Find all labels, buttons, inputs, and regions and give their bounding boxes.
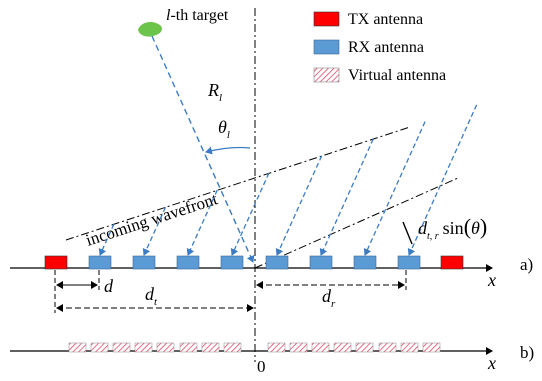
path-difference-marker — [402, 221, 413, 245]
angle-label: θl — [218, 117, 230, 141]
virtual-antenna — [289, 342, 308, 353]
legend: TX antenna RX antenna Virtual antenna — [313, 11, 446, 84]
legend-tx-swatch — [313, 11, 340, 27]
virtual-antenna — [311, 342, 330, 353]
target-label: l-th target — [166, 7, 229, 24]
virtual-array — [68, 342, 441, 353]
propagation-arrow — [142, 206, 167, 256]
rx-antenna — [353, 255, 377, 270]
line-of-sight — [151, 35, 255, 263]
rx-antenna — [397, 255, 421, 270]
virtual-antenna — [378, 342, 397, 353]
virtual-antenna — [68, 342, 87, 353]
propagation-arrow — [407, 104, 478, 256]
x-axis-a-label: x — [487, 270, 496, 290]
virtual-antenna — [201, 342, 220, 353]
range-label: Rl — [207, 80, 222, 104]
dim-dt-label: dt — [145, 284, 158, 308]
propagation-arrow — [275, 155, 323, 256]
virtual-antenna — [112, 342, 131, 353]
wavefront-label: incoming wavefront — [83, 189, 220, 250]
wavefront-line — [65, 126, 411, 241]
virtual-antenna — [355, 342, 374, 353]
virtual-antenna — [90, 342, 109, 353]
physical-array — [44, 255, 464, 270]
rx-antenna — [88, 255, 112, 270]
dim-dr-label: dr — [322, 286, 336, 310]
tx-antenna — [44, 255, 68, 270]
rx-antenna — [309, 255, 333, 270]
legend-virtual-swatch — [313, 67, 340, 83]
propagation-arrow — [230, 172, 270, 256]
panel-b-label: b) — [520, 343, 534, 362]
dim-d-label: d — [104, 276, 114, 296]
propagation-arrows — [98, 104, 478, 256]
rx-antenna — [265, 255, 289, 270]
rx-antenna — [132, 255, 156, 270]
virtual-antenna — [422, 342, 441, 353]
propagation-arrow — [98, 223, 115, 256]
virtual-antenna — [179, 342, 198, 353]
origin-label: 0 — [257, 357, 266, 376]
propagation-arrow — [319, 138, 374, 256]
virtual-antenna — [223, 342, 242, 353]
legend-virtual-label: Virtual antenna — [348, 67, 446, 84]
tx-antenna — [440, 255, 464, 270]
virtual-antenna — [267, 342, 286, 353]
panel-a-label: a) — [520, 255, 533, 274]
propagation-arrow — [186, 189, 218, 256]
rx-antenna — [220, 255, 244, 270]
legend-rx-label: RX antenna — [348, 39, 424, 56]
rx-antenna — [176, 255, 200, 270]
propagation-arrow — [363, 121, 426, 256]
angle-arc — [205, 146, 251, 155]
legend-tx-label: TX antenna — [348, 11, 423, 28]
virtual-antenna — [156, 342, 175, 353]
path-difference-label: dt, r sin(θ) — [418, 214, 487, 242]
legend-rx-swatch — [313, 39, 340, 55]
virtual-antenna — [333, 342, 352, 353]
virtual-antenna — [134, 342, 153, 353]
virtual-antenna — [400, 342, 419, 353]
target-blob — [138, 22, 162, 37]
x-axis-b-label: x — [487, 353, 496, 373]
reference-wavefront-line — [254, 177, 459, 269]
